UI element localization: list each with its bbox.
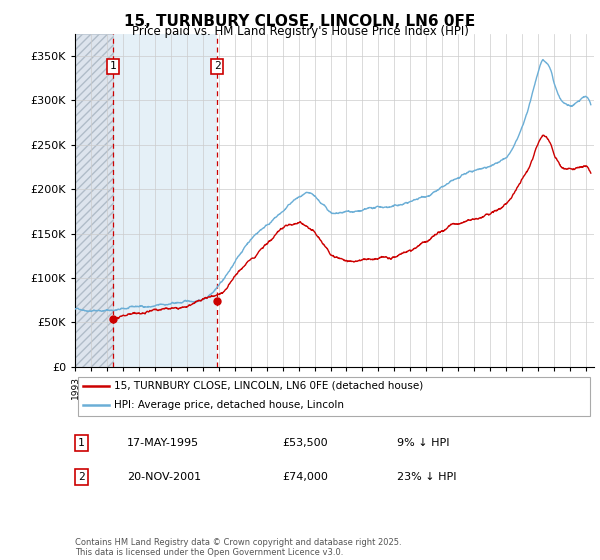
Text: 23% ↓ HPI: 23% ↓ HPI (397, 472, 456, 482)
Text: 15, TURNBURY CLOSE, LINCOLN, LN6 0FE: 15, TURNBURY CLOSE, LINCOLN, LN6 0FE (124, 14, 476, 29)
Text: 9% ↓ HPI: 9% ↓ HPI (397, 438, 449, 448)
Text: 15, TURNBURY CLOSE, LINCOLN, LN6 0FE (detached house): 15, TURNBURY CLOSE, LINCOLN, LN6 0FE (de… (114, 381, 423, 391)
Text: 1: 1 (78, 438, 85, 448)
FancyBboxPatch shape (77, 377, 590, 416)
Text: £74,000: £74,000 (283, 472, 328, 482)
Bar (75, 34, 113, 367)
Text: Price paid vs. HM Land Registry's House Price Index (HPI): Price paid vs. HM Land Registry's House … (131, 25, 469, 38)
Text: 17-MAY-1995: 17-MAY-1995 (127, 438, 199, 448)
Bar (113, 34, 217, 367)
Text: 20-NOV-2001: 20-NOV-2001 (127, 472, 201, 482)
Bar (75, 34, 113, 367)
Text: £53,500: £53,500 (283, 438, 328, 448)
Text: Contains HM Land Registry data © Crown copyright and database right 2025.
This d: Contains HM Land Registry data © Crown c… (75, 538, 401, 557)
Text: 1: 1 (109, 62, 116, 72)
Text: 2: 2 (78, 472, 85, 482)
Text: 2: 2 (214, 62, 221, 72)
Text: HPI: Average price, detached house, Lincoln: HPI: Average price, detached house, Linc… (114, 400, 344, 410)
